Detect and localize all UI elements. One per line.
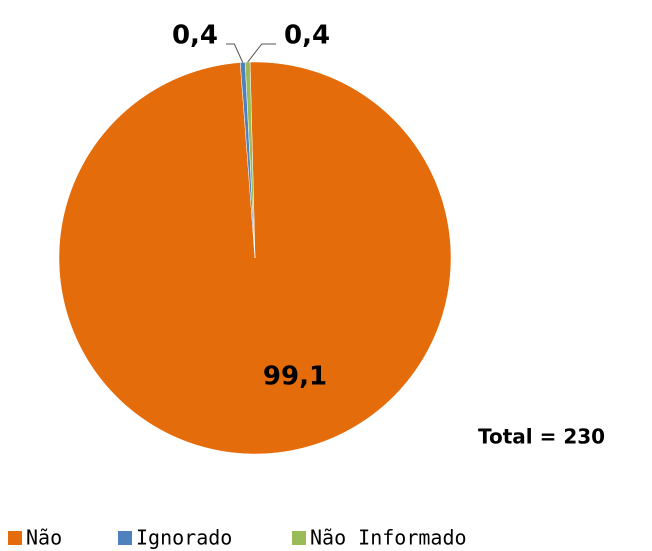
leader-line — [226, 43, 244, 63]
total-annotation: Total = 230 — [478, 425, 605, 449]
legend-label: Não Informado — [310, 526, 467, 550]
data-label: 99,1 — [263, 362, 327, 392]
legend-label: Não — [26, 526, 62, 550]
leader-line — [247, 43, 276, 63]
legend-swatch — [292, 531, 306, 545]
legend-swatch — [118, 531, 132, 545]
data-label: 0,4 — [172, 21, 218, 51]
data-label: 0,4 — [284, 21, 330, 51]
legend-label: Ignorado — [136, 526, 232, 550]
legend-swatch — [8, 531, 22, 545]
